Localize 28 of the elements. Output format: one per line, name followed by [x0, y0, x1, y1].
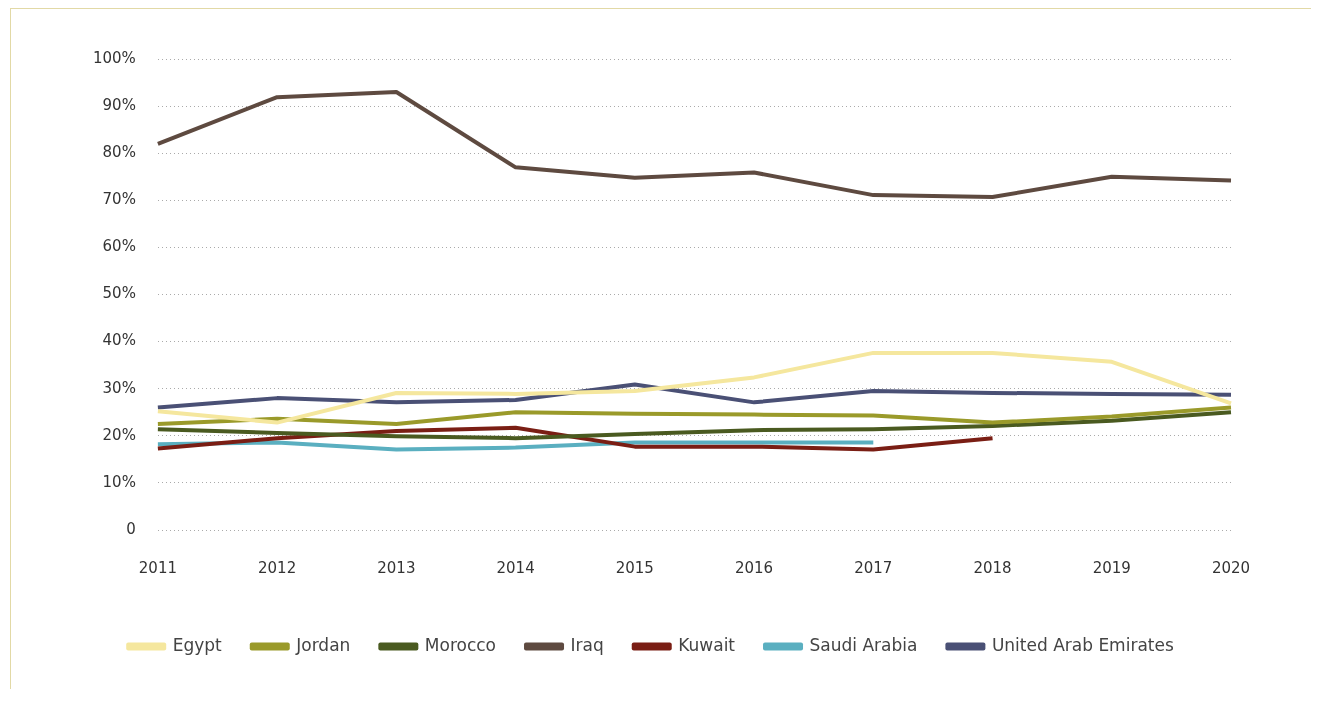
legend-label: United Arab Emirates [991, 634, 1174, 655]
x-tick-label: 2012 [258, 558, 297, 577]
y-tick-label: 50% [102, 284, 136, 303]
y-tick-label: 10% [102, 472, 136, 491]
x-tick-label: 2020 [1211, 558, 1251, 577]
legend-label: Morocco [424, 634, 497, 655]
legend-label: Jordan [295, 634, 351, 655]
legend-label: Saudi Arabia [809, 634, 918, 655]
y-tick-label: 80% [102, 143, 136, 162]
x-tick-label: 2016 [734, 558, 774, 577]
y-tick-label: 70% [102, 190, 136, 209]
legend-label: Iraq [570, 634, 604, 655]
legend-label: Egypt [172, 634, 223, 655]
y-tick-label: 0 [126, 519, 136, 538]
y-tick-label: 30% [102, 378, 136, 397]
y-tick-label: 90% [102, 95, 136, 114]
x-tick-label: 2011 [138, 558, 177, 577]
y-tick-label: 60% [102, 237, 136, 256]
y-tick-label: 40% [102, 331, 136, 350]
y-tick-label: 20% [102, 425, 136, 444]
x-tick-label: 2013 [377, 558, 416, 577]
x-tick-label: 2015 [615, 558, 654, 577]
y-tick-label: 100% [92, 48, 136, 67]
x-tick-label: 2017 [854, 558, 893, 577]
x-tick-label: 2019 [1092, 558, 1131, 577]
x-tick-label: 2014 [496, 558, 535, 577]
x-tick-label: 2018 [973, 558, 1012, 577]
legend-label: Kuwait [678, 634, 736, 655]
